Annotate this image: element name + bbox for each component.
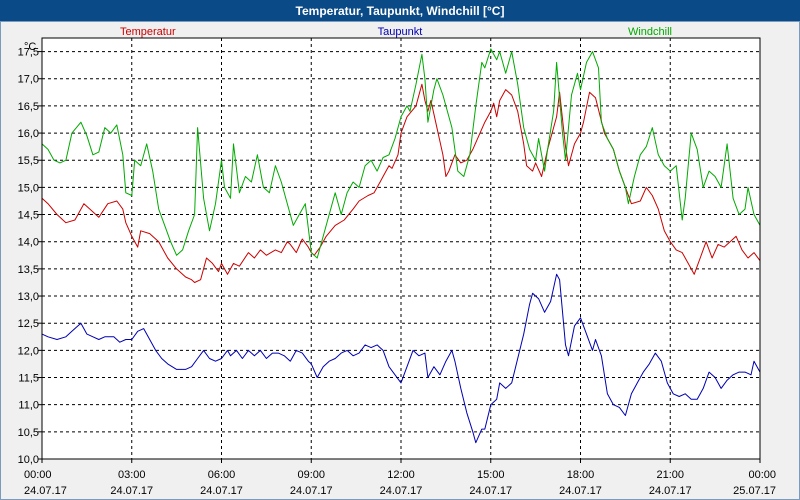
y-tick-label: 13,5 <box>18 264 39 276</box>
y-tick-label: 14,0 <box>18 237 39 249</box>
y-tick-label: 13,0 <box>18 291 39 303</box>
x-tick-label-time: 12:00 <box>387 469 415 481</box>
legend-temperatur: Temperatur <box>120 26 176 38</box>
y-tick-label: 15,0 <box>18 182 39 194</box>
legend: Temperatur Taupunkt Windchill <box>120 26 672 38</box>
chart-title: Temperatur, Taupunkt, Windchill [°C] <box>295 3 505 18</box>
series-line-windchill <box>41 48 761 259</box>
chart-title-bar: Temperatur, Taupunkt, Windchill [°C] <box>0 0 800 21</box>
x-tick-label-date: 24.07.17 <box>110 485 153 497</box>
y-tick-label: 17,0 <box>18 74 39 86</box>
x-tick-label-time: 00:00 <box>24 469 52 481</box>
x-tick-label-date: 24.07.17 <box>24 485 67 497</box>
y-tick-label: 11,5 <box>18 373 39 385</box>
y-axis: 10,0 10,5 11,0 11,5 12,0 12,5 13,0 13,5 14,0 14,5… <box>18 41 42 466</box>
x-tick-label-date: 24.07.17 <box>380 485 423 497</box>
y-tick-label: 10,0 <box>18 454 39 466</box>
x-tick-label-date: 25.07.17 <box>733 485 776 497</box>
x-tick-label-time: 18:00 <box>567 469 595 481</box>
y-tick-label: 12,0 <box>18 345 39 357</box>
legend-taupunkt: Taupunkt <box>378 26 423 38</box>
x-tick-label-date: 24.07.17 <box>469 485 512 497</box>
y-tick-label: 16,5 <box>18 101 39 113</box>
y-tick-label: 16,0 <box>18 128 39 140</box>
series-group <box>41 48 761 444</box>
x-tick-label-date: 24.07.17 <box>649 485 692 497</box>
y-tick-label: 10,5 <box>18 427 39 439</box>
x-tick-label-date: 24.07.17 <box>200 485 243 497</box>
x-tick-label-time: 00:00 <box>748 469 776 481</box>
x-tick-label-time: 03:00 <box>118 469 146 481</box>
y-tick-label: 15,5 <box>18 155 39 167</box>
y-tick-label: 11,0 <box>18 400 39 412</box>
y-tick-label: 17,5 <box>18 47 39 59</box>
x-tick-label-time: 06:00 <box>208 469 236 481</box>
y-tick-label: 12,5 <box>18 318 39 330</box>
x-tick-label-date: 24.07.17 <box>559 485 602 497</box>
series-line-taupunkt <box>41 273 761 444</box>
legend-windchill: Windchill <box>628 26 672 38</box>
x-tick-label-time: 15:00 <box>477 469 505 481</box>
x-tick-label-time: 21:00 <box>656 469 684 481</box>
plot-border <box>41 37 761 460</box>
y-axis-label: °C <box>24 41 36 53</box>
x-axis: 00:00 24.07.17 03:00 24.07.17 06:00 24.07.17 0… <box>24 459 776 497</box>
y-tick-label: 14,5 <box>18 210 39 222</box>
x-tick-label-time: 09:00 <box>297 469 325 481</box>
x-tick-label-date: 24.07.17 <box>290 485 333 497</box>
